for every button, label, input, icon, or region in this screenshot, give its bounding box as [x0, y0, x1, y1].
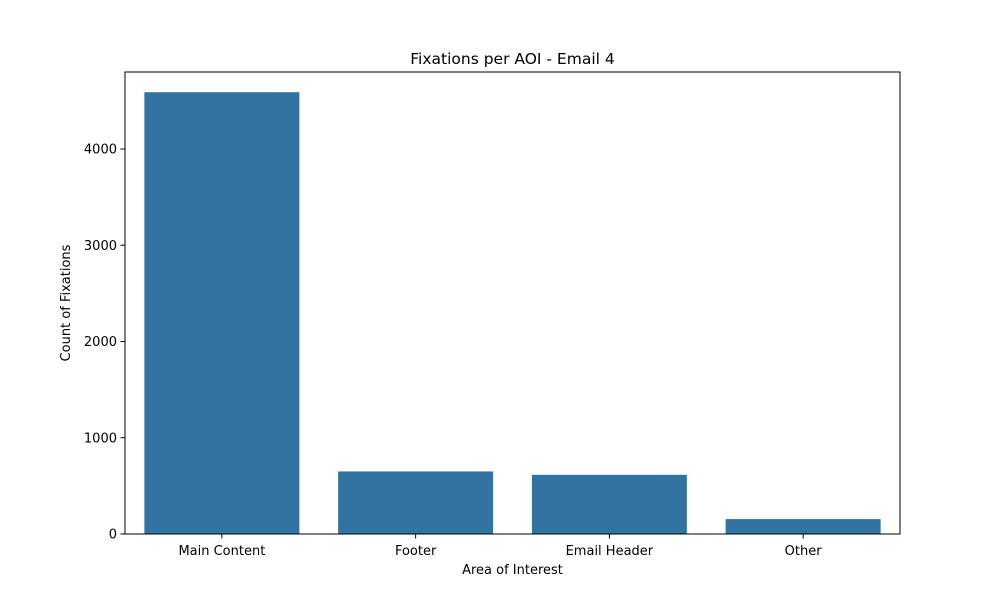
- y-tick-label: 1000: [84, 431, 117, 446]
- bar-email-header: [531, 474, 687, 534]
- x-tick-label: Other: [785, 544, 823, 559]
- bar-footer: [338, 471, 494, 534]
- x-axis-label: Area of Interest: [462, 563, 563, 578]
- y-tick-label: 0: [109, 528, 117, 543]
- plot-frame: [124, 71, 901, 535]
- chart-title: Fixations per AOI - Email 4: [410, 50, 614, 68]
- bar-main-content: [144, 92, 300, 535]
- y-tick-label: 4000: [84, 143, 117, 158]
- y-tick-label: 3000: [84, 239, 117, 254]
- y-axis-label: Count of Fixations: [59, 244, 74, 361]
- y-axis: 0 1000 2000 3000 4000: [84, 143, 125, 543]
- x-axis: Main Content Footer Email Header Other: [178, 534, 822, 559]
- x-tick-label: Footer: [395, 544, 437, 559]
- y-tick-label: 2000: [84, 335, 117, 350]
- bar-other: [725, 519, 881, 534]
- bars-group: [144, 92, 881, 535]
- x-tick-label: Main Content: [178, 544, 265, 559]
- x-tick-label: Email Header: [566, 544, 654, 559]
